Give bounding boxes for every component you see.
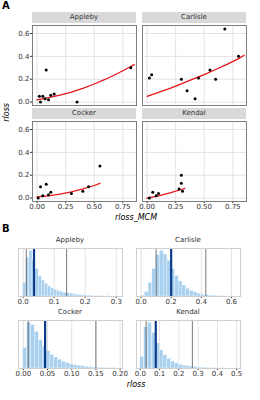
svg-text:0.1: 0.1 — [154, 370, 165, 378]
svg-text:0.3: 0.3 — [111, 298, 122, 306]
svg-text:0.00: 0.00 — [29, 203, 45, 211]
svg-text:0.05: 0.05 — [40, 370, 56, 378]
svg-text:0.5: 0.5 — [231, 370, 242, 378]
svg-text:0.0: 0.0 — [18, 298, 29, 306]
html-text:Appleby: Appleby — [55, 236, 85, 244]
svg-text:0.2: 0.2 — [173, 370, 184, 378]
html-text:rloss_MCM: rloss_MCM — [114, 213, 158, 222]
svg-text:0.4: 0.4 — [18, 53, 30, 61]
svg-text:0.2: 0.2 — [80, 298, 91, 306]
svg-text:0.0: 0.0 — [18, 194, 29, 202]
html-text:Kendal: Kendal — [182, 109, 206, 117]
svg-text:0.3: 0.3 — [193, 370, 204, 378]
html-text:Carlisle: Carlisle — [181, 13, 207, 21]
html-text:A: A — [2, 0, 10, 11]
svg-text:0.4: 0.4 — [18, 149, 30, 157]
svg-text:0.75: 0.75 — [115, 203, 131, 211]
svg-text:0.20: 0.20 — [112, 370, 128, 378]
svg-text:0.50: 0.50 — [196, 203, 212, 211]
svg-text:0.6: 0.6 — [18, 126, 30, 134]
svg-text:0.15: 0.15 — [88, 370, 104, 378]
svg-text:0.0: 0.0 — [135, 370, 146, 378]
html-text:rloss: rloss — [1, 102, 11, 122]
html-text:B: B — [2, 223, 10, 234]
svg-text:0.2: 0.2 — [18, 75, 29, 83]
svg-text:0.00: 0.00 — [16, 370, 32, 378]
svg-text:0.0: 0.0 — [135, 298, 146, 306]
html-text:rloss: rloss — [126, 380, 146, 389]
svg-text:0.2: 0.2 — [166, 298, 177, 306]
svg-text:0.4: 0.4 — [196, 298, 208, 306]
svg-text:0.50: 0.50 — [86, 203, 102, 211]
svg-text:0.6: 0.6 — [226, 298, 238, 306]
svg-text:0.1: 0.1 — [49, 298, 60, 306]
html-text:Carlisle: Carlisle — [175, 236, 201, 244]
svg-text:0.4: 0.4 — [212, 370, 224, 378]
svg-text:0.75: 0.75 — [225, 203, 241, 211]
html-text:Kendal: Kendal — [176, 308, 200, 316]
html-text:Cocker: Cocker — [58, 308, 82, 316]
svg-text:0.6: 0.6 — [18, 30, 30, 38]
svg-text:0.25: 0.25 — [58, 203, 74, 211]
svg-text:0.25: 0.25 — [168, 203, 184, 211]
svg-text:0.0: 0.0 — [18, 98, 29, 106]
html-text:Appleby: Appleby — [69, 13, 99, 21]
svg-text:0.2: 0.2 — [18, 171, 29, 179]
svg-text:0.00: 0.00 — [139, 203, 155, 211]
html-text:Cocker: Cocker — [72, 109, 96, 117]
svg-text:0.10: 0.10 — [64, 370, 80, 378]
